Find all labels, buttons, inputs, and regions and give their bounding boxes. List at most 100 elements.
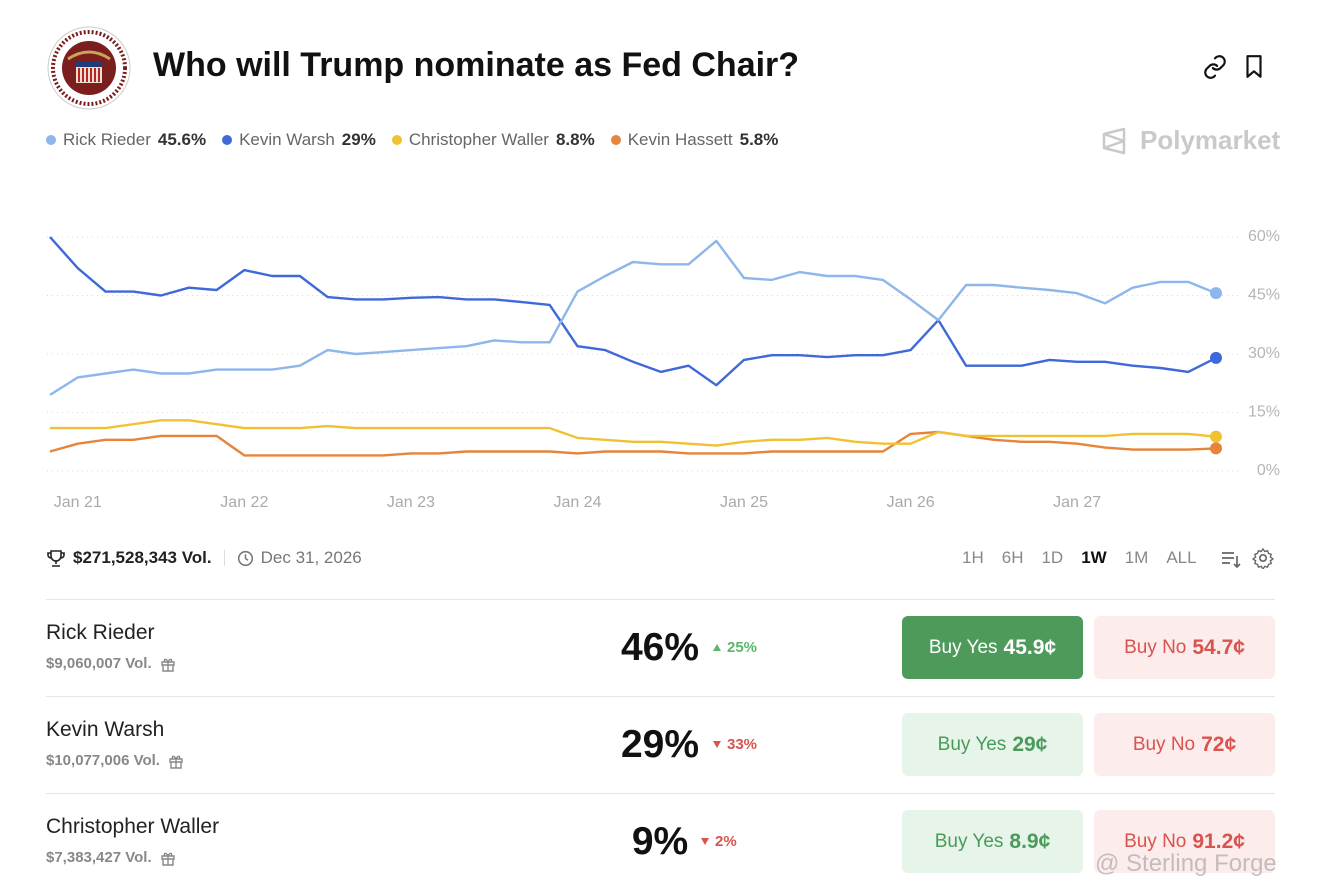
- outcome-volume-row: $10,077,006 Vol.: [46, 752, 184, 769]
- change-arrow: [713, 644, 721, 651]
- outcome-chance: 9%: [631, 820, 689, 863]
- series-line: [49, 430, 1217, 457]
- x-tick-label: Jan 27: [1053, 494, 1101, 511]
- end-dot: [1210, 351, 1222, 364]
- outcome-name: Christopher Waller: [46, 815, 220, 838]
- change-arrow: [701, 838, 709, 845]
- outcome-volume-row: $9,060,007 Vol.: [46, 655, 176, 672]
- settings-icon[interactable]: [1252, 547, 1274, 569]
- end-dot: [1210, 287, 1222, 300]
- bookmark-icon[interactable]: [1243, 54, 1265, 80]
- separator: [223, 550, 225, 566]
- change-arrow: [713, 741, 721, 748]
- no-price: 91.2¢: [1192, 829, 1245, 853]
- range-tab[interactable]: 1D: [1041, 548, 1064, 567]
- range-tab[interactable]: 1M: [1124, 548, 1149, 567]
- range-tab[interactable]: ALL: [1166, 548, 1197, 567]
- outcome-chance: 29%: [620, 723, 700, 766]
- gift-shape: [160, 852, 175, 866]
- yes-price: 45.9¢: [1003, 635, 1057, 659]
- legend: Rick Rieder 45.6% Kevin Warsh 29% Christophe…: [46, 130, 778, 150]
- x-tick-label: Jan 21: [54, 494, 102, 511]
- arrow-shape: [713, 741, 721, 748]
- divider: [46, 696, 1275, 697]
- outcome-name: Rick Rieder: [46, 621, 155, 644]
- outcome-chance: 46%: [620, 626, 700, 669]
- range-tab[interactable]: 6H: [1001, 548, 1024, 567]
- legend-item: Kevin Warsh 29%: [222, 130, 376, 150]
- brand: Polymarket: [1100, 125, 1280, 156]
- gift-icon: [160, 658, 175, 672]
- buy-yes-label: Buy Yes: [934, 830, 1004, 852]
- x-tick-label: Jan 23: [387, 494, 435, 511]
- yes-price: 29¢: [1012, 732, 1048, 756]
- legend-swatch: [391, 135, 402, 145]
- legend-value: 29%: [341, 130, 376, 149]
- outcome-name: Kevin Warsh: [46, 718, 165, 741]
- end-dot: [1210, 442, 1222, 455]
- gift-shape: [160, 658, 175, 672]
- buy-yes-label: Buy Yes: [928, 636, 998, 658]
- watermark: @ Sterling Forge: [1095, 850, 1277, 877]
- gift-icon: [160, 852, 175, 866]
- change-value: 2%: [715, 833, 737, 850]
- stats: $271,528,343 Vol. Dec 31, 2026: [46, 548, 362, 568]
- outcome-volume: $10,077,006 Vol.: [46, 752, 160, 769]
- legend-value: 5.8%: [739, 130, 779, 149]
- brand-name: Polymarket: [1140, 125, 1281, 155]
- change-value: 33%: [727, 736, 758, 753]
- arrow-shape: [701, 838, 709, 845]
- outcome-change: 25%: [712, 639, 757, 656]
- legend-value: 45.6%: [157, 130, 207, 149]
- series-line: [49, 236, 1217, 387]
- no-price: 72¢: [1201, 732, 1237, 756]
- gift-icon: [169, 755, 183, 769]
- buy-no-label: Buy No: [1124, 830, 1187, 852]
- buy-yes-button[interactable]: Buy Yes 8.9¢: [902, 810, 1083, 873]
- range-tab[interactable]: 1H: [962, 548, 984, 567]
- buy-no-button[interactable]: Buy No 91.2¢: [1094, 810, 1275, 873]
- buy-yes-button[interactable]: Buy Yes 29¢: [902, 713, 1083, 776]
- legend-item: Kevin Hassett 5.8%: [610, 130, 779, 150]
- legend-swatch: [46, 135, 56, 145]
- legend-swatch: [222, 135, 233, 145]
- series-line: [49, 239, 1217, 396]
- legend-name: Kevin Hassett: [627, 130, 733, 149]
- x-tick-label: Jan 26: [887, 494, 935, 511]
- change-value: 25%: [727, 639, 758, 656]
- end-date: Dec 31, 2026: [260, 548, 362, 567]
- x-tick-label: Jan 22: [220, 494, 268, 511]
- legend-name: Christopher Waller: [408, 130, 549, 149]
- outcome-volume-row: $7,383,427 Vol.: [46, 849, 176, 866]
- buy-no-button[interactable]: Buy No 72¢: [1094, 713, 1275, 776]
- y-tick-label: 30%: [1248, 345, 1280, 362]
- outcome-change: 2%: [700, 833, 737, 850]
- link-icon[interactable]: [1202, 54, 1228, 80]
- buy-yes-button[interactable]: Buy Yes 45.9¢: [902, 616, 1083, 679]
- buy-no-label: Buy No: [1124, 636, 1187, 658]
- y-tick-label: 0%: [1257, 462, 1280, 479]
- sort-icon[interactable]: [1220, 548, 1242, 570]
- outcome-volume: $9,060,007 Vol.: [46, 655, 152, 672]
- y-tick-label: 45%: [1248, 287, 1280, 304]
- range-tabs: 1H 6H 1D 1W 1M ALL: [962, 548, 1197, 568]
- x-tick-label: Jan 25: [720, 494, 768, 511]
- title: Who will Trump nominate as Fed Chair?: [153, 46, 800, 84]
- fed-seal: [47, 26, 131, 110]
- x-tick-label: Jan 24: [553, 494, 601, 511]
- range-tab[interactable]: 1W: [1081, 548, 1107, 567]
- no-price: 54.7¢: [1192, 635, 1245, 659]
- divider: [46, 599, 1275, 600]
- legend-name: Kevin Warsh: [239, 130, 335, 149]
- chart: 0% 15% 30% 45% 60% Jan 21 Jan 22 Jan 23 Jan 24 Ja…: [47, 228, 1280, 511]
- buy-no-button[interactable]: Buy No 54.7¢: [1094, 616, 1275, 679]
- buy-no-label: Buy No: [1132, 733, 1196, 755]
- trophy-icon: [47, 550, 65, 567]
- legend-name: Rick Rieder: [63, 130, 151, 149]
- series-line: [50, 419, 1217, 447]
- brand-icon: [1102, 127, 1126, 154]
- outcome-change: 33%: [712, 736, 757, 753]
- buy-yes-label: Buy Yes: [937, 733, 1007, 755]
- legend-item: Rick Rieder 45.6%: [46, 130, 206, 150]
